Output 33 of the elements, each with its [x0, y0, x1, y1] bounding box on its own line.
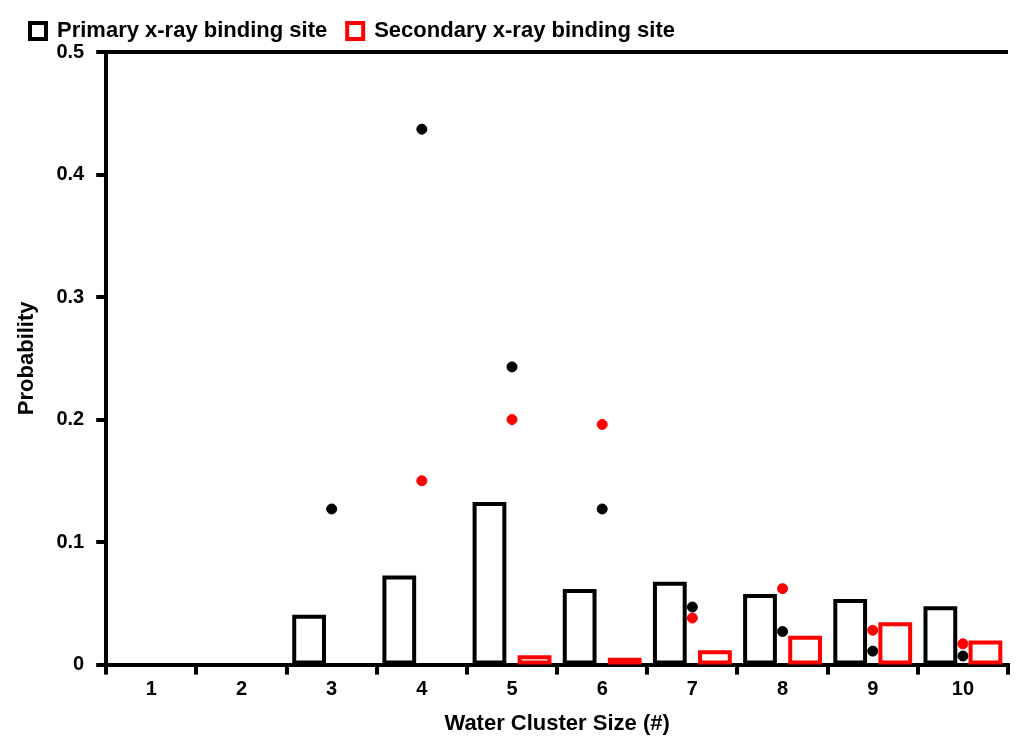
y-tick-label: 0.4: [56, 162, 86, 185]
point: [777, 583, 789, 595]
point: [416, 123, 428, 135]
legend-label: Secondary x-ray binding site: [374, 17, 675, 43]
y-tick-label: 0: [73, 652, 85, 675]
x-tick-label: 10: [951, 677, 975, 700]
point: [326, 503, 338, 515]
y-axis-title: Probability: [13, 300, 39, 416]
y-tick-label: 0.2: [56, 407, 85, 430]
point: [957, 650, 969, 662]
x-tick-label: 7: [686, 677, 698, 700]
point: [416, 475, 428, 487]
point: [596, 503, 608, 515]
point: [506, 414, 518, 426]
x-tick-label: 9: [867, 677, 879, 700]
point: [686, 612, 698, 624]
point: [777, 626, 789, 638]
x-tick-label: 3: [326, 677, 338, 700]
x-tick-label: 2: [235, 677, 248, 700]
x-tick-label: 6: [596, 677, 608, 700]
point: [867, 645, 879, 657]
x-tick-label: 1: [145, 677, 157, 700]
point: [506, 361, 518, 373]
x-tick-label: 5: [506, 677, 518, 700]
point: [686, 601, 698, 613]
x-tick-label: 4: [416, 677, 429, 700]
point: [867, 624, 879, 636]
point: [957, 638, 969, 650]
point: [596, 418, 608, 430]
x-tick-label: 8: [776, 677, 789, 700]
x-axis-title: Water Cluster Size (#): [444, 709, 670, 735]
y-tick-label: 0.3: [56, 284, 85, 307]
y-tick-label: 0.1: [56, 529, 85, 552]
